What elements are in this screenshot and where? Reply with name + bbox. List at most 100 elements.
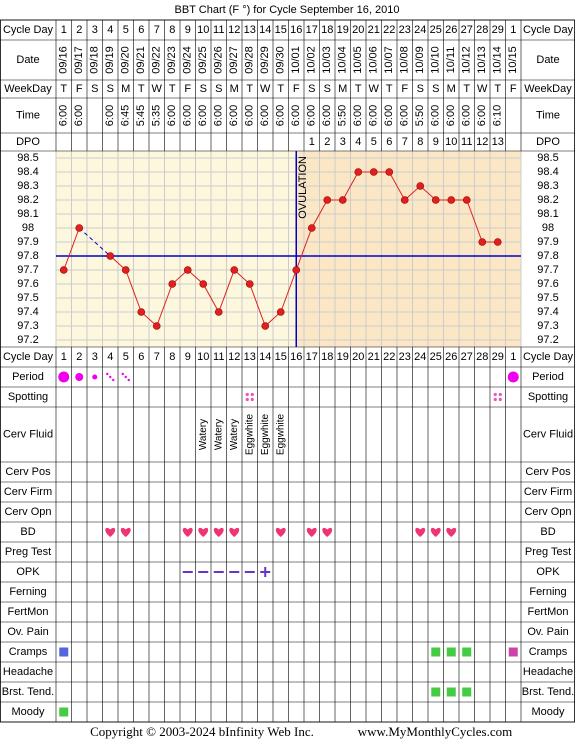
weekday-cell: S [215,83,222,95]
y-tick-label-right: 97.9 [537,236,558,248]
row-label-right: Preg Test [525,546,571,558]
row-label: BD [20,526,35,538]
row-label: Time [16,109,40,121]
time-cell: 6:00 [259,105,271,126]
row-label-right: Period [532,371,564,383]
time-cell: 6:00 [244,105,256,126]
period-dot [121,372,130,382]
temperature-point [416,182,425,190]
temperature-point [462,196,471,204]
cycle_day-cell: 8 [169,24,175,36]
weekday-cell: T [355,83,362,95]
cycle_day-cell: 23 [399,351,411,363]
y-tick-label-right: 97.5 [537,292,558,304]
temperature-point [106,252,115,260]
weekday-cell: T [494,83,501,95]
y-tick-label-right: 97.8 [537,250,558,262]
row-label-right: Cycle Day [523,24,574,36]
dpo-cell: 10 [445,136,457,148]
date-cell: 09/16 [58,46,70,74]
weekday-cell: T [277,83,284,95]
weekday-cell: T [246,83,253,95]
cycle_day-cell: 10 [197,24,209,36]
cycle_day-cell: 18 [321,351,333,363]
opk-positive [260,567,271,577]
time-cell: 5:35 [151,105,163,126]
time-cell: 6:00 [290,105,302,126]
row-label-right: WeekDay [524,83,572,95]
dpo-cell: 5 [371,136,377,148]
cycle_day-cell: 12 [228,351,240,363]
time-cell: 5:50 [337,105,349,126]
row-label-right: Spotting [528,391,568,403]
date-cell: 10/07 [383,46,395,74]
cycle_day-cell: 4 [107,24,113,36]
dpo-cell: 11 [461,136,472,148]
cycle_day-cell: 17 [306,351,318,363]
temperature-point [199,280,208,288]
row-label: Spotting [8,391,48,403]
row-label-right: Cerv Firm [524,486,572,498]
weekday-cell: M [338,83,347,95]
date-cell: 10/12 [461,46,473,74]
symptom-square [431,647,441,657]
website: www.MyMonthlyCycles.com [358,724,512,739]
cycle_day-cell: 3 [92,24,98,36]
y-tick-label: 97.6 [17,278,38,290]
temperature-point [385,168,394,176]
y-tick-label-right: 98 [542,222,554,234]
bd-heart [213,527,224,537]
row-label: Ov. Pain [7,626,48,638]
row-label-right: BD [540,526,555,538]
cycle_day-cell: 13 [244,24,256,36]
bd-heart [229,527,240,537]
row-label: Cycle Day [3,24,54,36]
y-tick-label-right: 97.4 [537,306,558,318]
row-label-right: Cerv Pos [525,466,571,478]
y-tick-label: 98.5 [17,152,38,164]
temperature-point [75,224,84,232]
cycle_day-cell: 23 [399,24,411,36]
date-cell: 10/02 [306,46,318,74]
cycle_day-cell: 20 [352,24,364,36]
temperature-point [447,196,456,204]
symptom-square [59,707,69,717]
time-cell: 6:00 [368,105,380,126]
date-cell: 09/17 [73,46,85,74]
bd-heart [105,527,116,537]
date-cell: 09/26 [213,46,225,74]
bd-heart [198,527,209,537]
row-label: WeekDay [4,83,52,95]
row-label-right: Headache [523,666,573,678]
bd-heart [446,527,457,537]
date-cell: 10/10 [430,46,442,74]
row-label-right: Cerv Opn [524,506,571,518]
cycle_day-cell: 11 [213,24,224,36]
cycle_day-cell: 13 [244,351,256,363]
temperature-point [230,266,239,274]
cycle_day-cell: 6 [138,351,144,363]
y-tick-label-right: 98.2 [537,194,558,206]
chart-title: BBT Chart (F °) for Cycle September 16, … [175,4,400,16]
row-label: Ferning [9,586,46,598]
weekday-cell: W [152,83,163,95]
dpo-cell: 4 [355,136,361,148]
date-cell: 10/14 [492,46,504,74]
symptom-square [508,647,518,657]
cycle_day-cell: 9 [185,351,191,363]
cycle_day-cell: 15 [275,351,287,363]
dot [124,375,127,379]
row-label: Preg Test [5,546,51,558]
cerv-fluid-text: Watery [213,419,224,450]
table-border [0,19,575,723]
spotting-mark [493,392,502,402]
date-cell: 09/19 [104,46,116,74]
temperature-point [354,168,363,176]
cycle_day-cell: 7 [154,24,160,36]
cycle_day-cell: 11 [213,351,224,363]
weekday-cell: W [477,83,488,95]
row-label: Headache [3,666,53,678]
cerv-fluid-text: Eggwhite [244,413,255,455]
weekday-cell: F [76,83,83,95]
bd-heart [306,527,317,537]
